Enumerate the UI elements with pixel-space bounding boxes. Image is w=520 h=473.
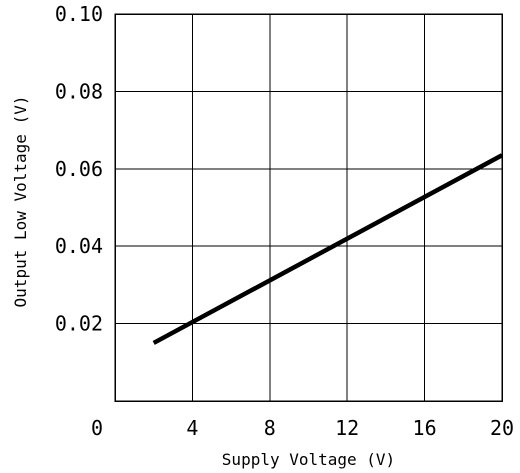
series-line: [152, 153, 504, 345]
y-axis-label: Output Low Voltage (V): [11, 96, 30, 308]
y-tick-label: 0.06: [55, 157, 103, 181]
y-tick-label: 0.04: [55, 234, 103, 258]
x-tick-label: 0: [91, 416, 103, 440]
y-axis-ticks: 0.02 0.04 0.06 0.08 0.10: [55, 2, 103, 336]
grid: [114, 13, 503, 401]
x-tick-label: 8: [264, 416, 276, 440]
x-tick-label: 12: [335, 416, 359, 440]
x-axis-ticks: 0 4 8 12 16 20: [91, 416, 514, 440]
y-tick-label: 0.08: [55, 79, 103, 103]
y-tick-label: 0.10: [55, 2, 103, 26]
x-tick-label: 20: [490, 416, 514, 440]
x-tick-label: 16: [413, 416, 437, 440]
plot-area-frame: [114, 13, 503, 402]
series-layer: [152, 153, 504, 345]
y-tick-label: 0.02: [55, 312, 103, 336]
x-axis-label: Supply Voltage (V): [222, 450, 395, 469]
x-tick-label: 4: [186, 416, 198, 440]
